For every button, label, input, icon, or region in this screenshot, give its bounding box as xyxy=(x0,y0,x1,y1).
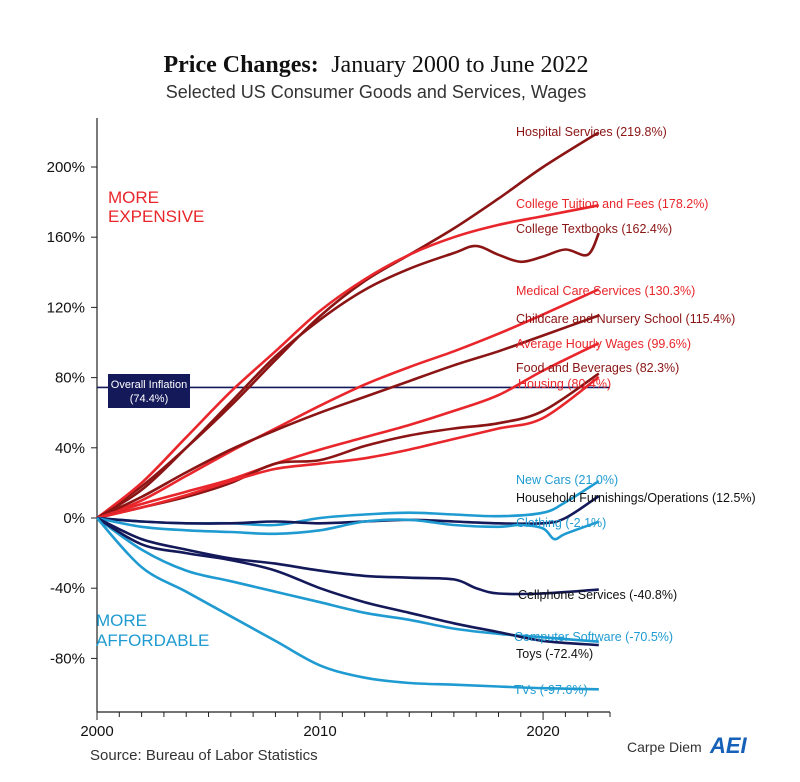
series-line-10 xyxy=(96,516,600,541)
series-label-13: Toys (-72.4%) xyxy=(516,647,593,661)
series-line-1 xyxy=(96,204,600,520)
chart-title-rest: January 2000 to June 2022 xyxy=(331,52,588,78)
y-tick-label: 40% xyxy=(55,440,85,457)
y-tick-label: 160% xyxy=(47,229,85,246)
series-line-11 xyxy=(96,516,599,596)
series-line-4 xyxy=(96,314,600,520)
series-line-3 xyxy=(96,288,600,520)
x-tick-label: 2020 xyxy=(526,723,559,740)
series-line-13 xyxy=(96,516,599,647)
series-label-0: Hospital Services (219.8%) xyxy=(516,125,667,139)
series-line-7 xyxy=(96,375,600,520)
y-tick-label: -40% xyxy=(50,580,85,597)
series-label-9: Household Furnishings/Operations (12.5%) xyxy=(516,491,756,505)
series-label-1: College Tuition and Fees (178.2%) xyxy=(516,197,708,211)
overall-inflation-bg xyxy=(108,374,190,408)
more-affordable-annotation-1: MORE xyxy=(96,611,147,630)
y-tick-label: 200% xyxy=(47,159,85,176)
series-line-5 xyxy=(96,342,600,520)
y-tick-label: 120% xyxy=(47,299,85,316)
chart-title-line: Price Changes: January 2000 to June 2022 xyxy=(163,52,588,78)
more-affordable-annotation-2: AFFORDABLE xyxy=(96,631,209,650)
chart-title: Price Changes: xyxy=(163,52,318,78)
y-tick-label: 0% xyxy=(63,510,85,527)
aei-logo: AEI xyxy=(709,733,748,758)
series-label-5: Average Hourly Wages (99.6%) xyxy=(516,337,691,351)
series-label-3: Medical Care Services (130.3%) xyxy=(516,284,695,298)
series-label-10: Clothing (-2.1%) xyxy=(516,516,606,530)
series-label-12: Computer Software (-70.5%) xyxy=(514,630,673,644)
series-label-11: Cellphone Services (-40.8%) xyxy=(518,588,677,602)
series-label-4: Childcare and Nursery School (115.4%) xyxy=(516,312,735,326)
overall-inflation-label: Overall Inflation xyxy=(111,379,187,391)
more-expensive-annotation-2: EXPENSIVE xyxy=(108,207,204,226)
series-line-6 xyxy=(96,372,600,520)
y-tick-label: -80% xyxy=(50,650,85,667)
series-labels: Hospital Services (219.8%) College Tuitio… xyxy=(514,125,756,697)
brand-name: Carpe Diem xyxy=(627,739,702,755)
chart-subtitle: Selected US Consumer Goods and Services,… xyxy=(166,82,587,102)
series-label-7: Housing (80.4%) xyxy=(518,377,611,391)
axes: 200% 160% 120% 80% 40% 0% -40% -80% 2000 2010 2020 xyxy=(47,118,611,740)
series-label-8: New Cars (21.0%) xyxy=(516,473,618,487)
series-line-14 xyxy=(96,517,599,691)
overall-inflation-box: Overall Inflation (74.4%) xyxy=(108,374,190,408)
series-label-6: Food and Beverages (82.3%) xyxy=(516,361,679,375)
more-expensive-annotation-1: MORE xyxy=(108,188,159,207)
series-line-12 xyxy=(96,516,599,643)
series-lines xyxy=(96,131,600,691)
overall-inflation-value: (74.4%) xyxy=(130,393,169,405)
series-label-14: TVs (-97.6%) xyxy=(514,683,588,697)
series-line-2 xyxy=(96,232,600,520)
series-label-2: College Textbooks (162.4%) xyxy=(516,222,672,236)
x-tick-label: 2000 xyxy=(80,723,113,740)
x-tick-label: 2010 xyxy=(303,723,336,740)
source-note: Source: Bureau of Labor Statistics xyxy=(90,747,318,764)
y-tick-label: 80% xyxy=(55,370,85,387)
